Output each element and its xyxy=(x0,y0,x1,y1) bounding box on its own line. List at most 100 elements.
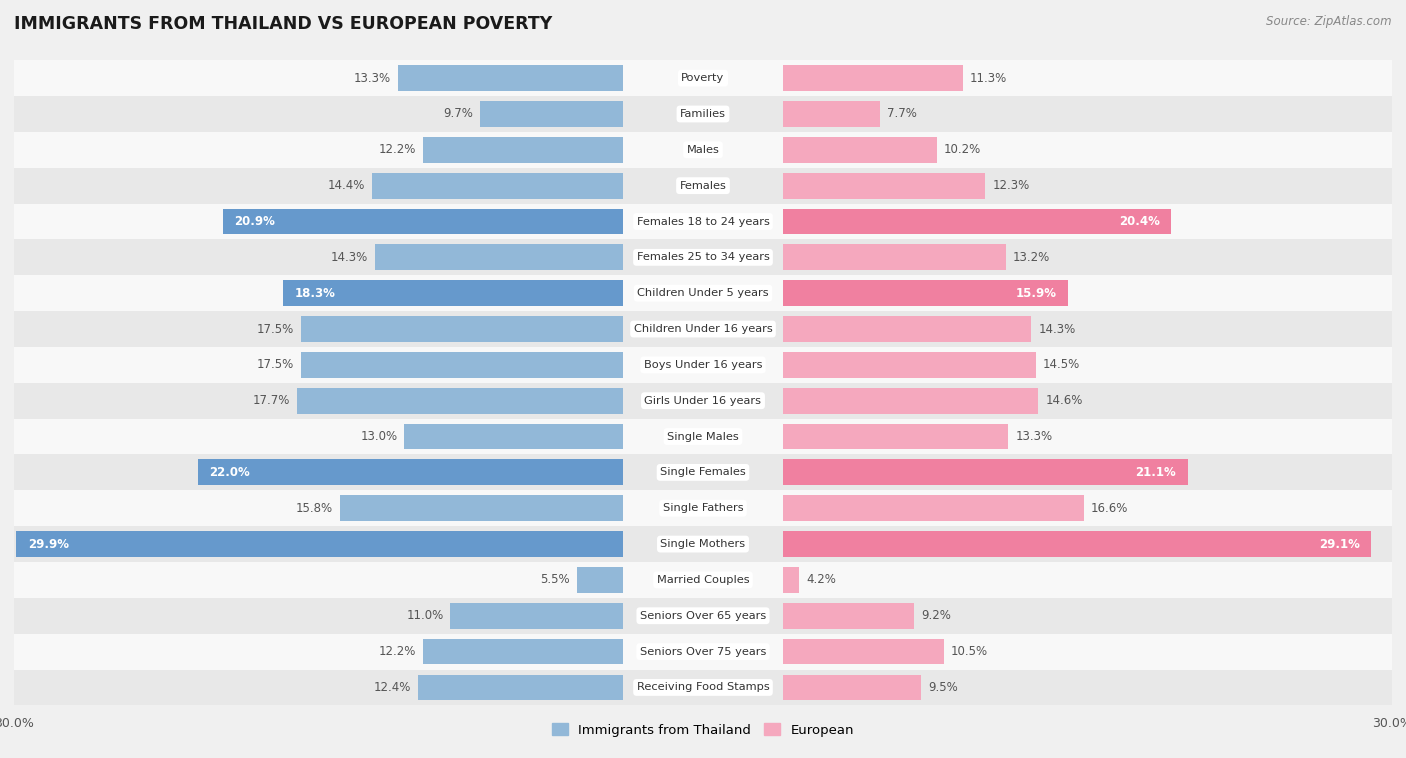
Text: Females 25 to 34 years: Females 25 to 34 years xyxy=(637,252,769,262)
Text: 15.9%: 15.9% xyxy=(1015,287,1057,299)
Bar xyxy=(14,490,1392,526)
Bar xyxy=(14,204,1392,240)
Text: 5.5%: 5.5% xyxy=(540,573,569,587)
Bar xyxy=(301,316,623,342)
Text: 9.2%: 9.2% xyxy=(921,609,950,622)
Bar xyxy=(423,137,623,163)
Text: 4.2%: 4.2% xyxy=(807,573,837,587)
Bar xyxy=(14,132,1392,168)
Text: 7.7%: 7.7% xyxy=(887,108,917,121)
Bar xyxy=(783,459,1188,485)
Bar xyxy=(783,316,1032,342)
Bar xyxy=(398,65,623,91)
Bar xyxy=(14,96,1392,132)
Text: Seniors Over 65 years: Seniors Over 65 years xyxy=(640,611,766,621)
Text: Single Females: Single Females xyxy=(661,468,745,478)
Text: 16.6%: 16.6% xyxy=(1091,502,1129,515)
Bar xyxy=(783,531,1371,557)
Text: 21.1%: 21.1% xyxy=(1135,466,1175,479)
Bar xyxy=(783,352,1036,377)
Text: 10.5%: 10.5% xyxy=(950,645,988,658)
Bar xyxy=(14,275,1392,311)
Bar xyxy=(14,598,1392,634)
Bar xyxy=(783,603,914,628)
Bar xyxy=(14,383,1392,418)
Bar xyxy=(374,244,623,271)
Text: Married Couples: Married Couples xyxy=(657,575,749,585)
Bar xyxy=(783,208,1171,234)
Bar xyxy=(783,567,800,593)
Bar xyxy=(783,675,921,700)
Bar xyxy=(14,240,1392,275)
Text: 13.3%: 13.3% xyxy=(1015,430,1053,443)
Text: 12.4%: 12.4% xyxy=(374,681,412,694)
Text: 17.5%: 17.5% xyxy=(257,359,294,371)
Text: 11.3%: 11.3% xyxy=(969,72,1007,85)
Text: 20.9%: 20.9% xyxy=(235,215,276,228)
Text: Receiving Food Stamps: Receiving Food Stamps xyxy=(637,682,769,692)
Text: IMMIGRANTS FROM THAILAND VS EUROPEAN POVERTY: IMMIGRANTS FROM THAILAND VS EUROPEAN POV… xyxy=(14,15,553,33)
Text: Girls Under 16 years: Girls Under 16 years xyxy=(644,396,762,406)
Text: Seniors Over 75 years: Seniors Over 75 years xyxy=(640,647,766,656)
Bar xyxy=(450,603,623,628)
Bar xyxy=(783,495,1084,522)
Bar xyxy=(783,424,1008,449)
Text: 14.5%: 14.5% xyxy=(1043,359,1080,371)
Text: Males: Males xyxy=(686,145,720,155)
Text: Boys Under 16 years: Boys Under 16 years xyxy=(644,360,762,370)
Text: Children Under 5 years: Children Under 5 years xyxy=(637,288,769,298)
Bar xyxy=(783,244,1007,271)
Text: 29.1%: 29.1% xyxy=(1319,537,1360,550)
Text: 17.5%: 17.5% xyxy=(257,323,294,336)
Bar xyxy=(418,675,623,700)
Text: Single Males: Single Males xyxy=(666,431,740,442)
Bar xyxy=(14,418,1392,455)
Text: Children Under 16 years: Children Under 16 years xyxy=(634,324,772,334)
Bar xyxy=(576,567,623,593)
Text: 22.0%: 22.0% xyxy=(209,466,250,479)
Bar xyxy=(783,280,1069,306)
Bar xyxy=(405,424,623,449)
Bar xyxy=(340,495,623,522)
Bar xyxy=(783,137,938,163)
Bar xyxy=(283,280,623,306)
Text: Single Mothers: Single Mothers xyxy=(661,539,745,549)
Text: Source: ZipAtlas.com: Source: ZipAtlas.com xyxy=(1267,15,1392,28)
Text: Single Fathers: Single Fathers xyxy=(662,503,744,513)
Bar xyxy=(14,634,1392,669)
Bar xyxy=(14,562,1392,598)
Bar xyxy=(783,101,880,127)
Text: 11.0%: 11.0% xyxy=(406,609,443,622)
Text: 15.8%: 15.8% xyxy=(297,502,333,515)
Text: 13.3%: 13.3% xyxy=(353,72,391,85)
Bar xyxy=(198,459,623,485)
Bar xyxy=(373,173,623,199)
Text: 14.3%: 14.3% xyxy=(1038,323,1076,336)
Bar xyxy=(783,173,986,199)
Text: 20.4%: 20.4% xyxy=(1119,215,1160,228)
Text: 14.3%: 14.3% xyxy=(330,251,368,264)
Text: 9.5%: 9.5% xyxy=(928,681,957,694)
Text: 13.2%: 13.2% xyxy=(1012,251,1050,264)
Text: 14.4%: 14.4% xyxy=(328,179,366,193)
Text: Females 18 to 24 years: Females 18 to 24 years xyxy=(637,217,769,227)
Text: 18.3%: 18.3% xyxy=(294,287,335,299)
Bar xyxy=(14,60,1392,96)
Bar xyxy=(783,639,945,665)
Text: Poverty: Poverty xyxy=(682,74,724,83)
Text: Females: Females xyxy=(679,180,727,191)
Bar xyxy=(14,168,1392,204)
Bar xyxy=(224,208,623,234)
Bar xyxy=(14,311,1392,347)
Bar xyxy=(297,388,623,414)
Bar xyxy=(301,352,623,377)
Bar xyxy=(14,455,1392,490)
Text: 10.2%: 10.2% xyxy=(945,143,981,156)
Bar xyxy=(423,639,623,665)
Text: 13.0%: 13.0% xyxy=(360,430,398,443)
Text: 9.7%: 9.7% xyxy=(443,108,474,121)
Bar xyxy=(14,526,1392,562)
Bar xyxy=(14,347,1392,383)
Text: 14.6%: 14.6% xyxy=(1045,394,1083,407)
Bar xyxy=(783,388,1038,414)
